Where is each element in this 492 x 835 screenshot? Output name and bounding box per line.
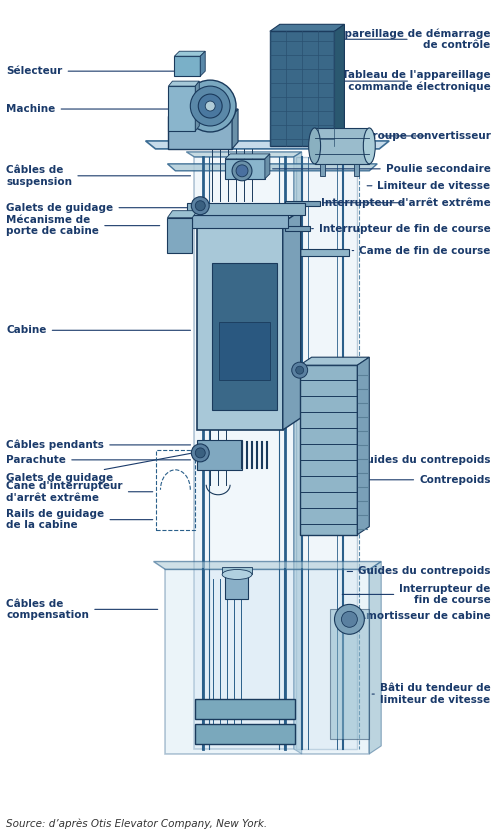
Polygon shape xyxy=(200,51,205,76)
Polygon shape xyxy=(270,31,335,146)
Circle shape xyxy=(195,200,205,210)
Text: Interrupteur de fin de course: Interrupteur de fin de course xyxy=(311,224,491,234)
Text: Appareillage de démarrage
de contrôle: Appareillage de démarrage de contrôle xyxy=(329,28,491,50)
Text: Machine: Machine xyxy=(6,104,190,114)
Text: Mécanisme de
porte de cabine: Mécanisme de porte de cabine xyxy=(6,215,160,236)
Polygon shape xyxy=(335,24,344,146)
Polygon shape xyxy=(174,56,200,76)
Polygon shape xyxy=(357,357,369,534)
Polygon shape xyxy=(314,128,369,164)
Text: Câbles pendants: Câbles pendants xyxy=(6,440,190,450)
Circle shape xyxy=(335,605,365,635)
Polygon shape xyxy=(222,568,252,574)
Polygon shape xyxy=(165,569,369,754)
Text: Galets de guidage: Galets de guidage xyxy=(6,203,190,213)
Polygon shape xyxy=(296,157,357,749)
Polygon shape xyxy=(300,365,357,534)
Polygon shape xyxy=(194,157,294,749)
Bar xyxy=(155,450,195,529)
Circle shape xyxy=(205,101,215,111)
Polygon shape xyxy=(197,223,283,430)
Polygon shape xyxy=(186,152,302,157)
Circle shape xyxy=(236,164,248,177)
Text: Cane d'interrupteur
d'arrêt extrême: Cane d'interrupteur d'arrêt extrême xyxy=(6,481,153,503)
Text: Câbles de
compensation: Câbles de compensation xyxy=(6,599,158,620)
Text: Came de fin de course: Came de fin de course xyxy=(352,245,491,256)
Polygon shape xyxy=(195,81,199,131)
Circle shape xyxy=(190,86,230,126)
Polygon shape xyxy=(225,159,265,179)
Ellipse shape xyxy=(308,128,321,164)
Polygon shape xyxy=(285,200,320,205)
Circle shape xyxy=(296,367,304,374)
Polygon shape xyxy=(225,154,270,159)
Polygon shape xyxy=(300,357,369,365)
Polygon shape xyxy=(265,154,270,179)
Text: Poulie secondaire: Poulie secondaire xyxy=(273,164,491,174)
Polygon shape xyxy=(294,152,302,754)
Polygon shape xyxy=(146,141,389,149)
Polygon shape xyxy=(270,24,344,31)
Text: Guides du contrepoids: Guides du contrepoids xyxy=(347,455,491,465)
Polygon shape xyxy=(354,164,359,176)
Circle shape xyxy=(198,94,222,118)
Text: Tableau de l'appareillage
de commande électronique: Tableau de l'appareillage de commande él… xyxy=(330,70,491,92)
Polygon shape xyxy=(212,262,277,410)
Polygon shape xyxy=(225,574,248,600)
Polygon shape xyxy=(232,109,238,149)
Polygon shape xyxy=(168,81,199,86)
Polygon shape xyxy=(219,322,270,380)
Ellipse shape xyxy=(222,569,252,579)
Circle shape xyxy=(191,444,209,462)
Polygon shape xyxy=(195,724,295,744)
Polygon shape xyxy=(168,86,195,131)
Polygon shape xyxy=(167,164,377,171)
Polygon shape xyxy=(369,561,381,754)
Polygon shape xyxy=(285,225,309,230)
Circle shape xyxy=(292,362,308,378)
Text: Sélecteur: Sélecteur xyxy=(6,66,190,76)
Text: Parachute: Parachute xyxy=(6,455,190,465)
Text: Limiteur de vitesse: Limiteur de vitesse xyxy=(367,180,491,190)
Text: Interrupteur d'arrêt extrême: Interrupteur d'arrêt extrême xyxy=(321,197,491,208)
Polygon shape xyxy=(197,440,242,470)
Polygon shape xyxy=(330,610,369,739)
Polygon shape xyxy=(192,215,288,228)
Polygon shape xyxy=(197,210,301,223)
Circle shape xyxy=(341,611,357,627)
Polygon shape xyxy=(187,203,305,215)
Circle shape xyxy=(191,197,209,215)
Polygon shape xyxy=(167,218,192,252)
Circle shape xyxy=(195,448,205,458)
Polygon shape xyxy=(168,109,238,116)
Ellipse shape xyxy=(363,128,375,164)
Circle shape xyxy=(184,80,236,132)
Text: Amortisseur de cabine: Amortisseur de cabine xyxy=(338,611,491,621)
Text: Bâti du tendeur de
limiteur de vitesse: Bâti du tendeur de limiteur de vitesse xyxy=(372,683,491,705)
Text: Contrepoids: Contrepoids xyxy=(360,475,491,485)
Polygon shape xyxy=(174,51,205,56)
Polygon shape xyxy=(283,210,301,430)
Circle shape xyxy=(232,161,252,181)
Text: Rails de guidage
de la cabine: Rails de guidage de la cabine xyxy=(6,509,153,530)
Text: Cabine: Cabine xyxy=(6,326,190,336)
Polygon shape xyxy=(168,116,232,149)
Polygon shape xyxy=(280,249,349,256)
Text: Source: d’après Otis Elevator Company, New York.: Source: d’après Otis Elevator Company, N… xyxy=(6,818,268,829)
Text: Guides du contrepoids: Guides du contrepoids xyxy=(347,566,491,576)
Text: Câbles de
suspension: Câbles de suspension xyxy=(6,165,190,186)
Text: Galets de guidage: Galets de guidage xyxy=(6,453,190,483)
Text: Interrupteur de
fin de course: Interrupteur de fin de course xyxy=(342,584,491,605)
Text: Groupe convertisseur: Groupe convertisseur xyxy=(364,131,491,141)
Polygon shape xyxy=(167,210,197,218)
Polygon shape xyxy=(195,699,295,719)
Polygon shape xyxy=(154,561,381,569)
Polygon shape xyxy=(320,164,325,176)
